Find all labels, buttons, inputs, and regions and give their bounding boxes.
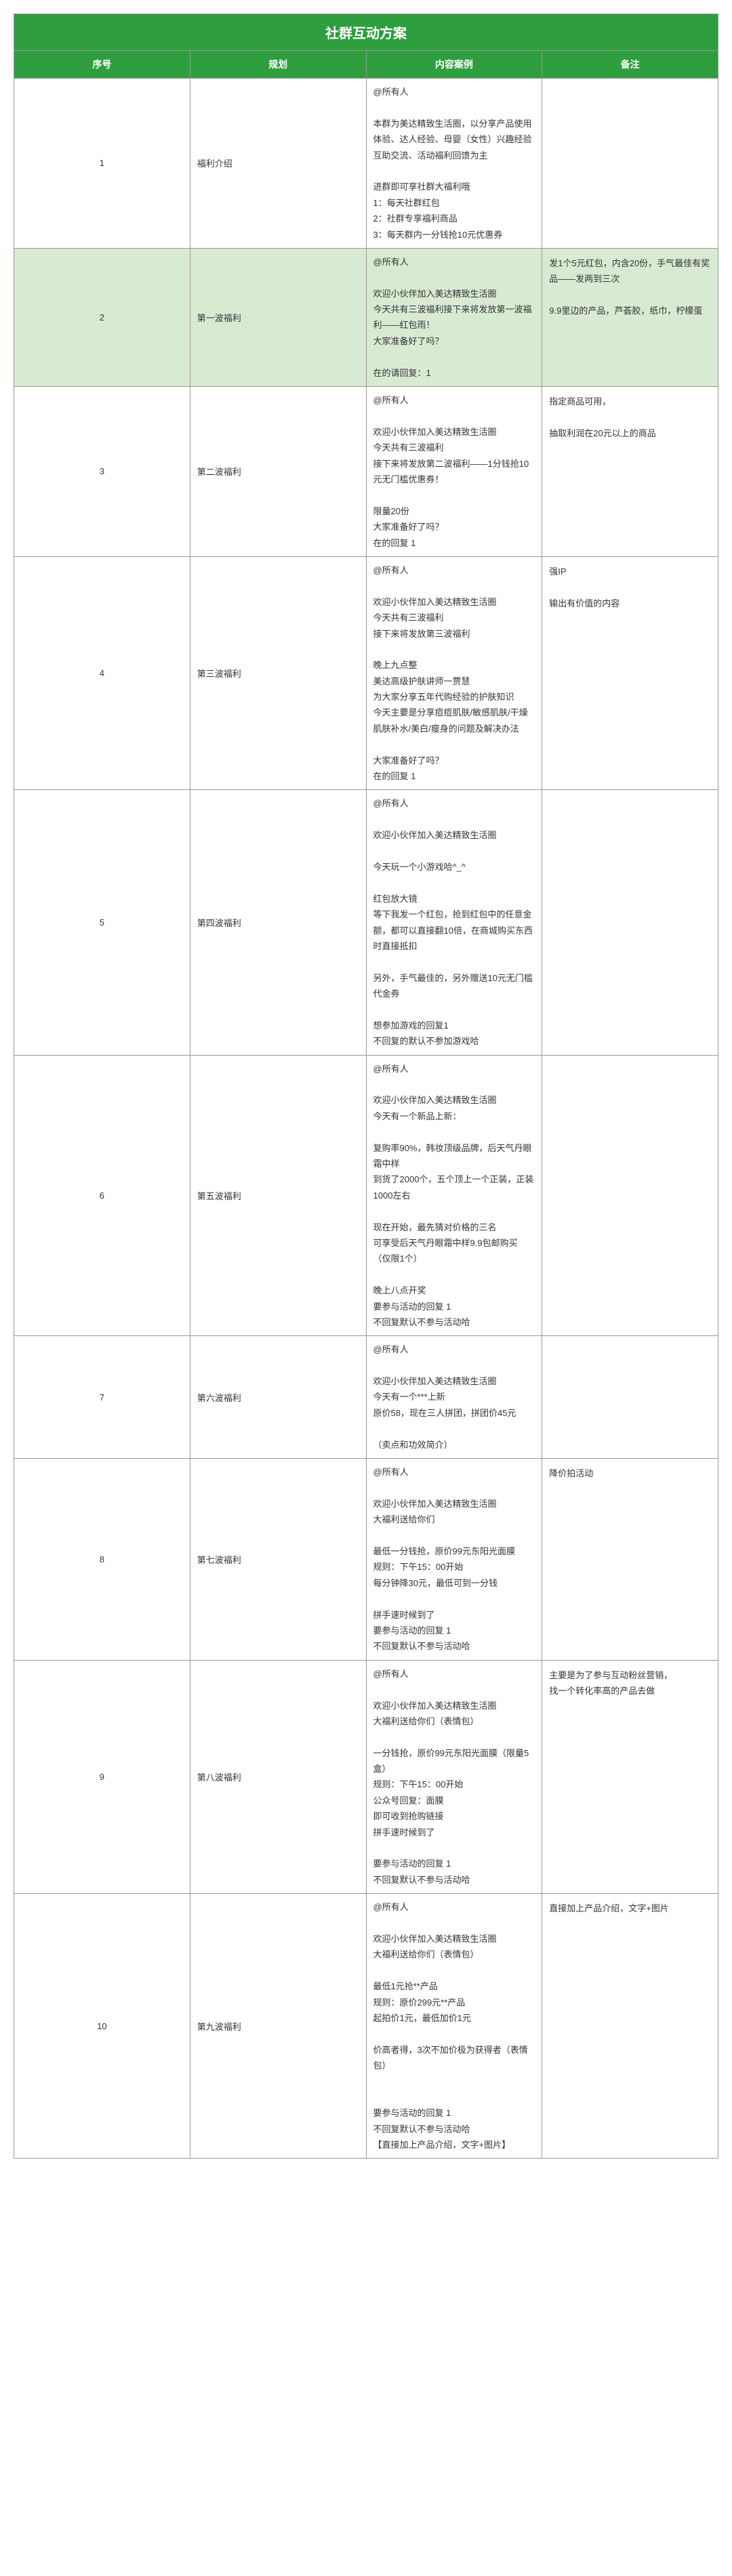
- cell-plan: 第二波福利: [190, 387, 366, 557]
- cell-seq: 7: [14, 1336, 190, 1459]
- community-plan-table: 社群互动方案 序号 规划 内容案例 备注 1福利介绍@所有人 本群为美达精致生活…: [14, 14, 718, 2159]
- cell-seq: 5: [14, 790, 190, 1055]
- table-row: 6第五波福利@所有人 欢迎小伙伴加入美达精致生活圈 今天有一个新品上新： 复购率…: [14, 1055, 718, 1336]
- cell-note: [542, 790, 718, 1055]
- cell-note: 降价拍活动: [542, 1459, 718, 1661]
- cell-note: 直接加上产品介绍，文字+图片: [542, 1894, 718, 2159]
- cell-content: @所有人 欢迎小伙伴加入美达精致生活圈 今天共有三波福利接下来将发放第一波福利—…: [366, 248, 542, 386]
- cell-seq: 1: [14, 79, 190, 249]
- table-row: 5第四波福利@所有人 欢迎小伙伴加入美达精致生活圈 今天玩一个小游戏哈^_^ 红…: [14, 790, 718, 1055]
- cell-plan: 第八波福利: [190, 1660, 366, 1893]
- cell-plan: 福利介绍: [190, 79, 366, 249]
- header-plan: 规划: [190, 51, 366, 79]
- cell-seq: 3: [14, 387, 190, 557]
- cell-content: @所有人 欢迎小伙伴加入美达精致生活圈 大福利送给你们（表情包） 一分钱抢，原价…: [366, 1660, 542, 1893]
- cell-content: @所有人 欢迎小伙伴加入美达精致生活圈 今天共有三波福利 接下来将发放第二波福利…: [366, 387, 542, 557]
- table-row: 3第二波福利@所有人 欢迎小伙伴加入美达精致生活圈 今天共有三波福利 接下来将发…: [14, 387, 718, 557]
- table-row: 7第六波福利@所有人 欢迎小伙伴加入美达精致生活圈 今天有一个***上新 原价5…: [14, 1336, 718, 1459]
- cell-note: 主要是为了参与互动粉丝营销， 找一个转化率高的产品去做: [542, 1660, 718, 1893]
- cell-plan: 第五波福利: [190, 1055, 366, 1336]
- cell-seq: 9: [14, 1660, 190, 1893]
- cell-content: @所有人 本群为美达精致生活圈，以分享产品使用体验、达人经验、母婴（女性）兴趣经…: [366, 79, 542, 249]
- cell-seq: 4: [14, 556, 190, 789]
- header-note: 备注: [542, 51, 718, 79]
- cell-note: [542, 1336, 718, 1459]
- cell-seq: 2: [14, 248, 190, 386]
- table-title: 社群互动方案: [14, 14, 718, 51]
- cell-note: 发1个5元红包，内含20份，手气最佳有奖品——发两到三次 9.9里边的产品，芦荟…: [542, 248, 718, 386]
- table-row: 2第一波福利@所有人 欢迎小伙伴加入美达精致生活圈 今天共有三波福利接下来将发放…: [14, 248, 718, 386]
- cell-content: @所有人 欢迎小伙伴加入美达精致生活圈 大福利送给你们（表情包） 最低1元抢**…: [366, 1894, 542, 2159]
- table-row: 10第九波福利@所有人 欢迎小伙伴加入美达精致生活圈 大福利送给你们（表情包） …: [14, 1894, 718, 2159]
- cell-content: @所有人 欢迎小伙伴加入美达精致生活圈 今天玩一个小游戏哈^_^ 红包放大镜 等…: [366, 790, 542, 1055]
- cell-plan: 第一波福利: [190, 248, 366, 386]
- cell-content: @所有人 欢迎小伙伴加入美达精致生活圈 今天有一个新品上新： 复购率90%，韩妆…: [366, 1055, 542, 1336]
- table-row: 1福利介绍@所有人 本群为美达精致生活圈，以分享产品使用体验、达人经验、母婴（女…: [14, 79, 718, 249]
- cell-content: @所有人 欢迎小伙伴加入美达精致生活圈 今天有一个***上新 原价58，现在三人…: [366, 1336, 542, 1459]
- cell-content: @所有人 欢迎小伙伴加入美达精致生活圈 大福利送给你们 最低一分钱抢，原价99元…: [366, 1459, 542, 1661]
- table-row: 8第七波福利@所有人 欢迎小伙伴加入美达精致生活圈 大福利送给你们 最低一分钱抢…: [14, 1459, 718, 1661]
- header-content: 内容案例: [366, 51, 542, 79]
- cell-seq: 6: [14, 1055, 190, 1336]
- cell-note: 指定商品可用， 抽取利润在20元以上的商品: [542, 387, 718, 557]
- cell-plan: 第九波福利: [190, 1894, 366, 2159]
- table-header-row: 序号 规划 内容案例 备注: [14, 51, 718, 79]
- cell-note: [542, 79, 718, 249]
- cell-seq: 8: [14, 1459, 190, 1661]
- cell-seq: 10: [14, 1894, 190, 2159]
- cell-plan: 第六波福利: [190, 1336, 366, 1459]
- header-seq: 序号: [14, 51, 190, 79]
- table-title-row: 社群互动方案: [14, 14, 718, 51]
- cell-plan: 第七波福利: [190, 1459, 366, 1661]
- cell-plan: 第三波福利: [190, 556, 366, 789]
- cell-note: [542, 1055, 718, 1336]
- table-row: 9第八波福利@所有人 欢迎小伙伴加入美达精致生活圈 大福利送给你们（表情包） 一…: [14, 1660, 718, 1893]
- cell-content: @所有人 欢迎小伙伴加入美达精致生活圈 今天共有三波福利 接下来将发放第三波福利…: [366, 556, 542, 789]
- cell-plan: 第四波福利: [190, 790, 366, 1055]
- cell-note: 强IP 输出有价值的内容: [542, 556, 718, 789]
- table-row: 4第三波福利@所有人 欢迎小伙伴加入美达精致生活圈 今天共有三波福利 接下来将发…: [14, 556, 718, 789]
